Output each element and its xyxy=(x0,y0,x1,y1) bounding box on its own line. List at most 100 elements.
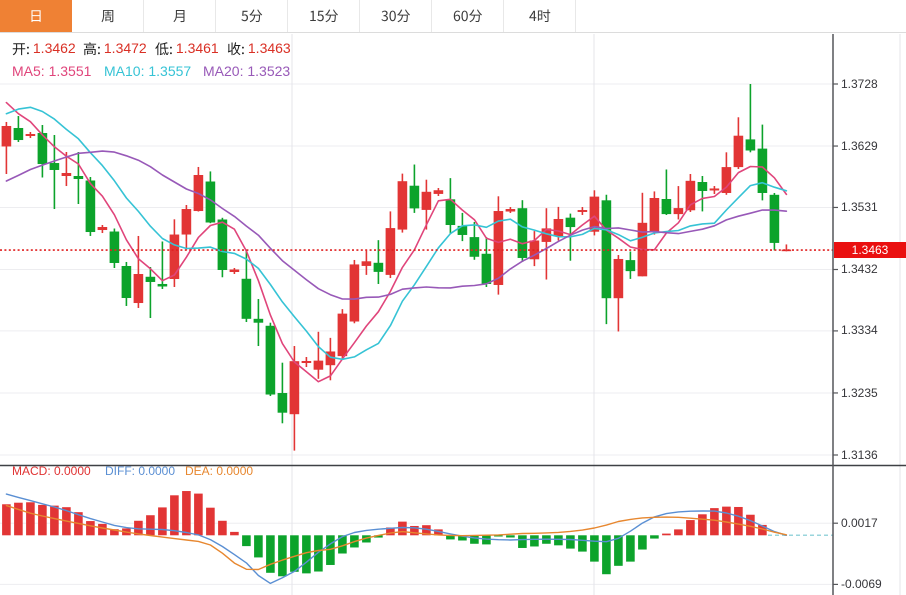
candle-body xyxy=(661,198,672,215)
tab-label xyxy=(309,7,339,25)
macd-histogram-bar xyxy=(278,535,287,577)
tab-30min[interactable] xyxy=(360,0,432,32)
tab-label xyxy=(528,7,551,25)
tab-month[interactable] xyxy=(144,0,216,32)
candle-body xyxy=(73,175,84,180)
candle-body xyxy=(229,269,240,273)
macd-histogram-bar xyxy=(434,529,443,536)
macd-histogram-bar xyxy=(386,527,395,536)
macd-histogram-bar xyxy=(38,504,47,536)
low-value: 1.3461 xyxy=(175,40,219,56)
macd-histogram-bar xyxy=(470,535,479,544)
macd-histogram-bar xyxy=(26,502,35,536)
timeframe-tabbar xyxy=(0,0,906,33)
macd-histogram-bar xyxy=(158,507,167,536)
candle-body xyxy=(577,210,588,212)
candle-body xyxy=(253,318,264,323)
tab-15min[interactable] xyxy=(288,0,360,32)
candle-body xyxy=(241,278,252,319)
candle-body xyxy=(121,265,132,299)
macd-histogram-bar xyxy=(566,535,575,549)
candle-body xyxy=(277,393,288,413)
macd-histogram-bar xyxy=(194,493,203,536)
tab-5min[interactable] xyxy=(216,0,288,32)
candle-body xyxy=(337,313,348,357)
macd-histogram-bar xyxy=(338,535,347,554)
macd-axis-label: -0.0069 xyxy=(841,576,882,591)
macd-histogram-bar xyxy=(746,514,755,536)
candle-body xyxy=(601,200,612,299)
ma5-line xyxy=(5,101,788,383)
ohlc-high-group: 1.3472 xyxy=(83,40,147,56)
macd-histogram-bar xyxy=(182,491,191,536)
macd-histogram-bar xyxy=(458,535,467,541)
tab-day[interactable] xyxy=(0,0,72,32)
tab-60min[interactable] xyxy=(432,0,504,32)
macd-histogram-bar xyxy=(554,535,563,546)
candle-body xyxy=(289,361,300,415)
macd-histogram-bar xyxy=(482,535,491,545)
price-axis-label: 1.3432 xyxy=(841,262,878,276)
macd-histogram-bar xyxy=(218,520,227,536)
candle-body xyxy=(301,360,312,364)
current-price-value: 1.3463 xyxy=(851,243,889,258)
tab-4hour[interactable] xyxy=(504,0,576,32)
tab-label xyxy=(453,7,483,25)
candle-body xyxy=(409,185,420,209)
candle-body xyxy=(181,209,192,235)
candle-body xyxy=(325,351,336,366)
tab-week[interactable] xyxy=(72,0,144,32)
macd-histogram-bar xyxy=(662,533,671,536)
candle-body xyxy=(133,274,144,304)
candle-body xyxy=(757,148,768,193)
candle-body xyxy=(685,180,696,211)
macd-histogram-bar xyxy=(494,535,503,537)
candle-body xyxy=(745,139,756,151)
macd-histogram-bar xyxy=(242,535,251,547)
macd-histogram-bar xyxy=(578,535,587,552)
open-value: 1.3462 xyxy=(32,40,76,56)
candle-body xyxy=(481,253,492,284)
candle-body xyxy=(397,181,408,230)
candle-body xyxy=(541,228,552,242)
ma5-legend: MA5: 1.3551 xyxy=(12,63,92,79)
candle-body xyxy=(421,191,432,210)
candle-body xyxy=(49,163,60,170)
ma10-legend: MA10: 1.3557 xyxy=(104,63,192,79)
price-axis-label: 1.3235 xyxy=(841,385,878,400)
diff-value-legend: DIFF: 0.0000 xyxy=(105,464,176,478)
macd-histogram-bar xyxy=(170,495,179,536)
tab-label xyxy=(29,7,43,25)
candle-body xyxy=(157,283,168,287)
candle-body xyxy=(85,180,96,233)
macd-histogram-bar xyxy=(2,504,11,536)
candle-body xyxy=(469,237,480,257)
macd-histogram-bar xyxy=(230,531,239,536)
macd-histogram-bar xyxy=(650,535,659,539)
macd-histogram-bar xyxy=(146,515,155,536)
candle-body xyxy=(13,127,24,141)
price-axis-label: 1.3136 xyxy=(841,447,878,462)
macd-histogram-bar xyxy=(506,535,515,538)
candle-body xyxy=(349,264,360,322)
macd-histogram-bar xyxy=(266,535,275,573)
candle-body xyxy=(217,219,228,271)
macd-histogram-bar xyxy=(686,520,695,536)
diff-line xyxy=(5,493,788,585)
candle-body xyxy=(649,197,660,233)
ma20-legend: MA20: 1.3523 xyxy=(203,63,291,79)
high-value: 1.3472 xyxy=(103,40,147,56)
ohlc-open-group: 1.3462 xyxy=(12,40,76,56)
price-axis-label: 1.3334 xyxy=(841,323,878,338)
macd-histogram-bar xyxy=(530,535,539,547)
candle-body xyxy=(1,125,12,147)
macd-histogram-bar xyxy=(674,529,683,536)
macd-histogram-bar xyxy=(254,535,263,558)
ma20-line xyxy=(5,150,788,300)
candle-body xyxy=(673,208,684,215)
ohlc-low-group: 1.3461 xyxy=(155,40,219,56)
macd-histogram-bar xyxy=(50,505,59,536)
candle-body xyxy=(385,228,396,275)
